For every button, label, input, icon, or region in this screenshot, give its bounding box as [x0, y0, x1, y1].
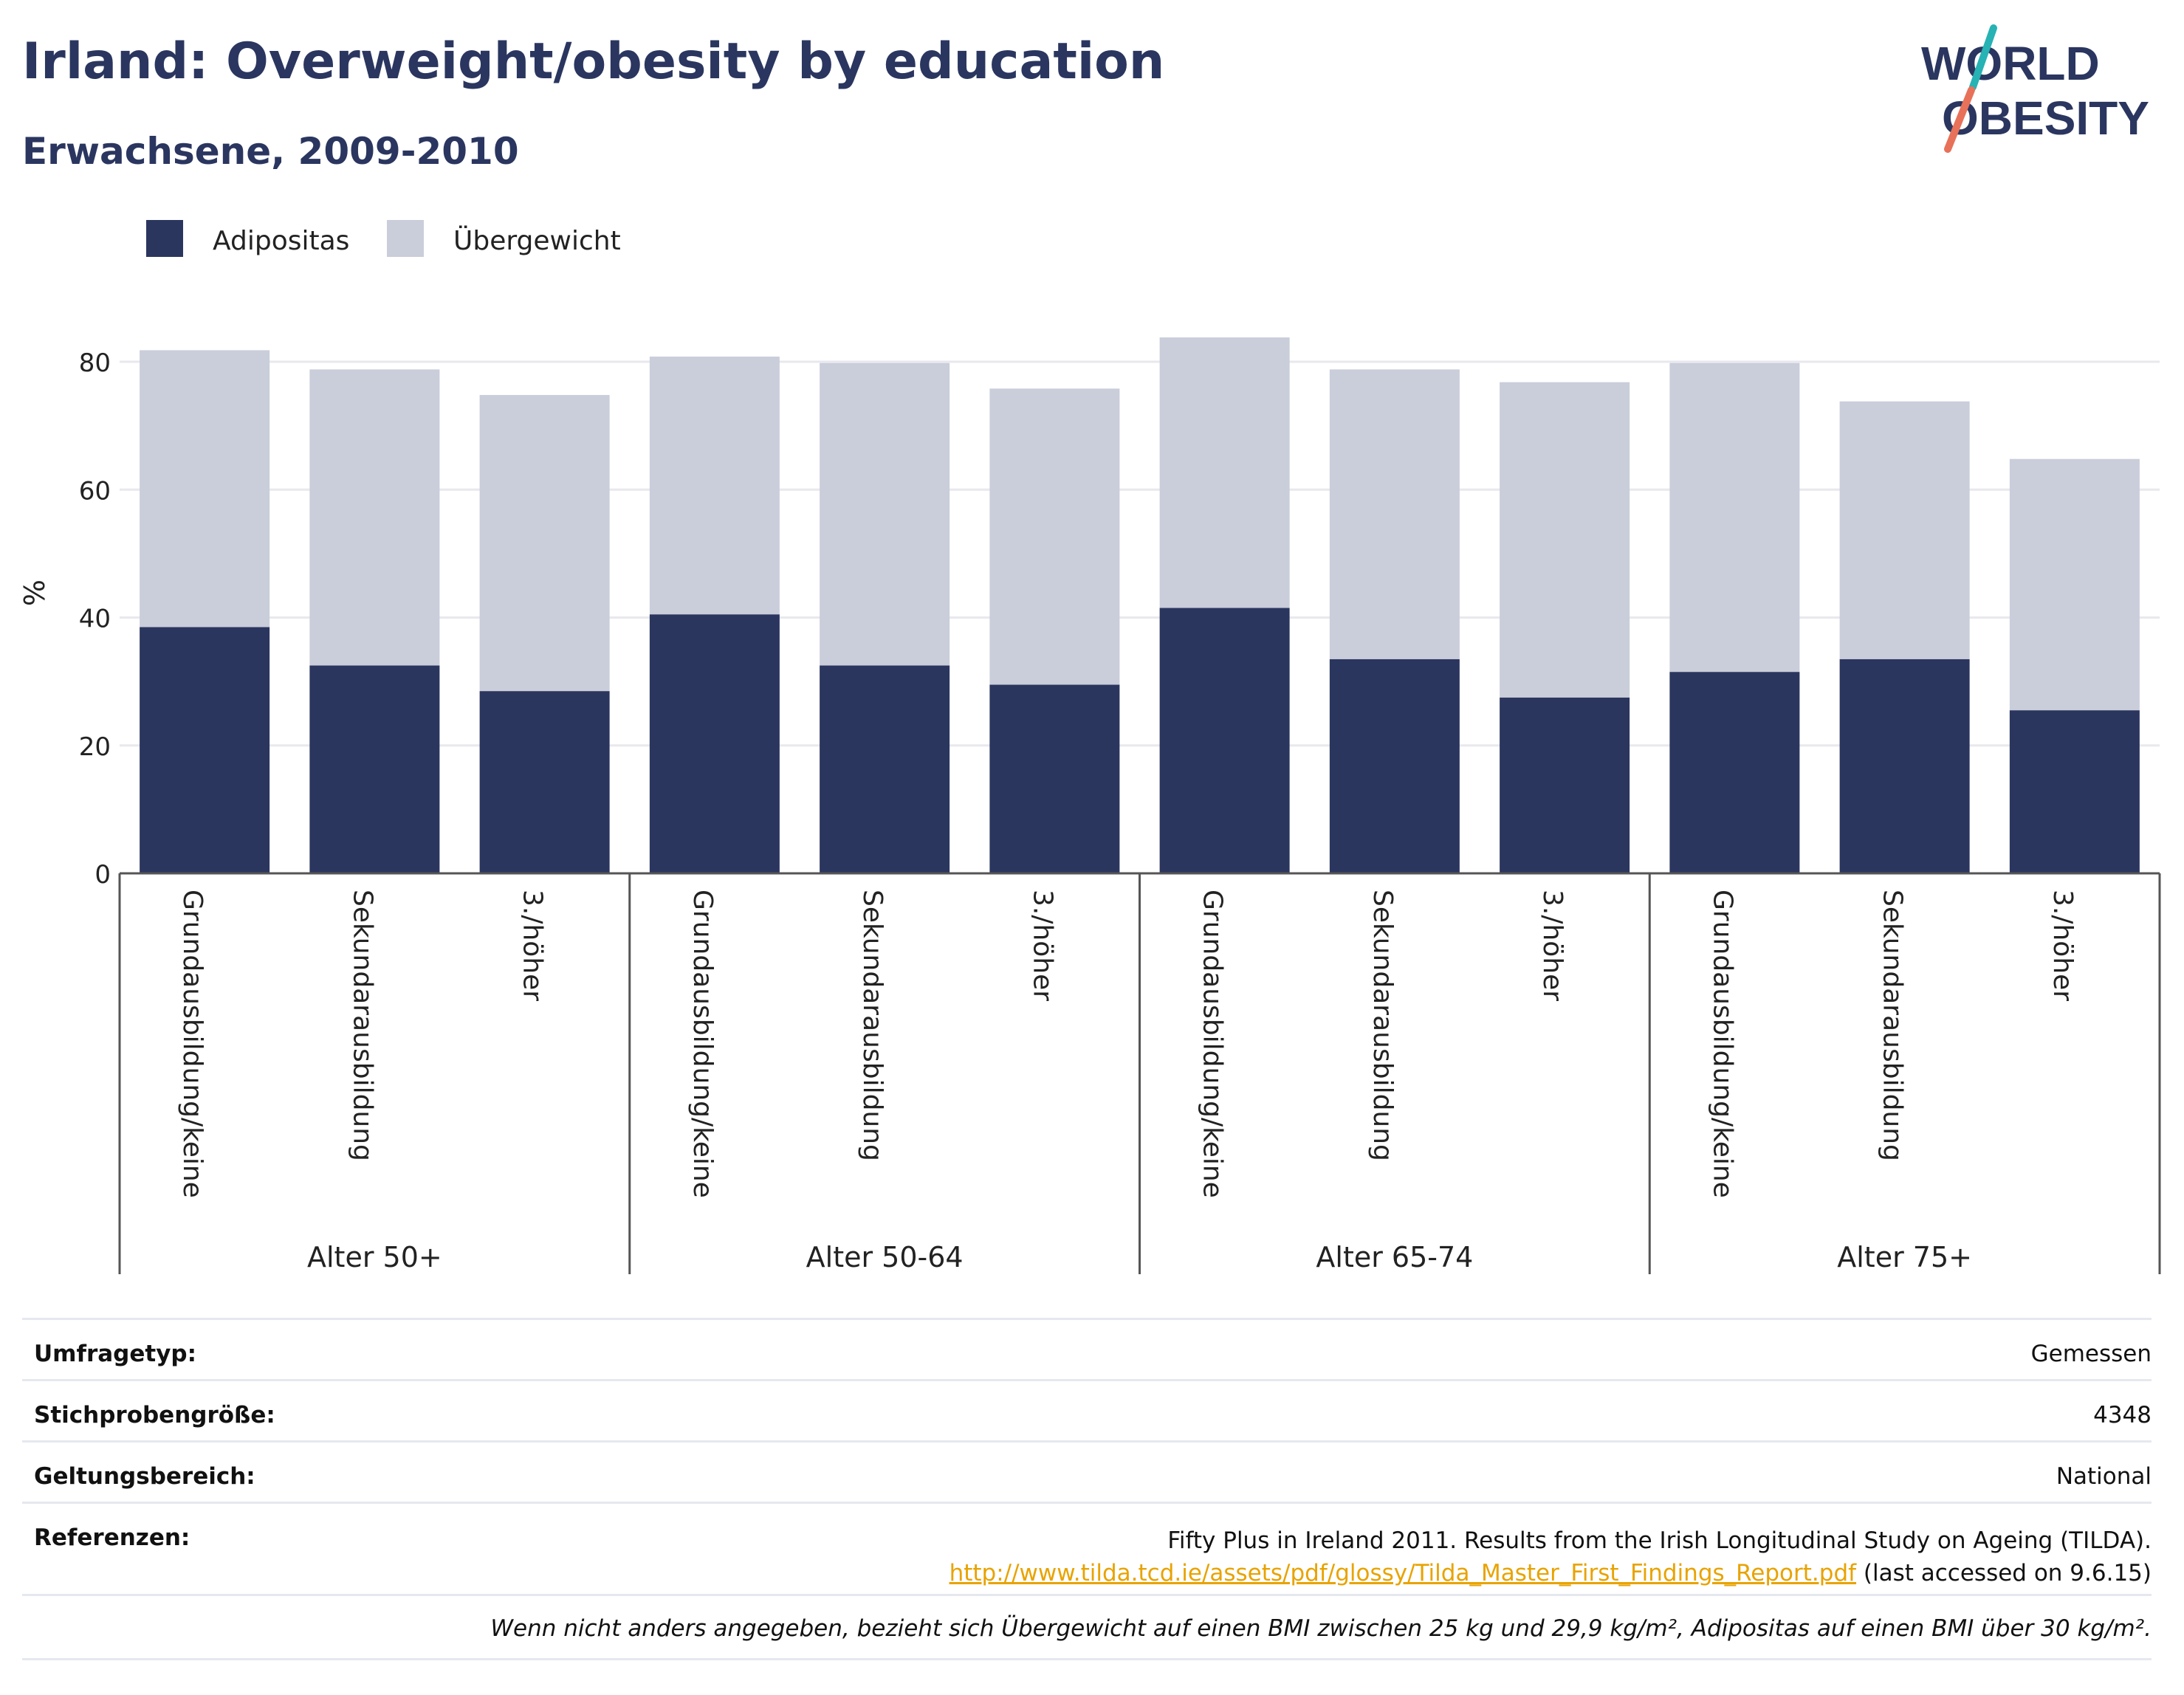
info-row-references: Referenzen: Fifty Plus in Ireland 2011. … [22, 1502, 2152, 1594]
bar-uebergewicht [1159, 337, 1290, 608]
bar-adipositas [140, 627, 270, 873]
sample-label: Stichprobengröße: [34, 1402, 275, 1428]
bar-uebergewicht [820, 362, 950, 666]
bar-adipositas [479, 691, 610, 873]
bar-uebergewicht [649, 357, 780, 615]
x-tick-label: Grundausbildung/keine [177, 890, 207, 1198]
bar-uebergewicht [140, 350, 270, 628]
legend-swatch-adipositas [146, 220, 183, 257]
y-tick-label: 20 [79, 732, 111, 762]
references-label: Referenzen: [34, 1524, 190, 1551]
y-tick-label: 0 [95, 860, 111, 890]
info-row-note: Wenn nicht anders angegeben, bezieht sic… [22, 1594, 2152, 1660]
x-tick-label: Grundausbildung/keine [687, 890, 718, 1198]
x-tick-label: Sekundarausbildung [1878, 890, 1908, 1161]
x-tick-label: Sekundarausbildung [857, 890, 887, 1161]
bar-uebergewicht [1329, 369, 1460, 659]
bar-uebergewicht [1839, 401, 1970, 659]
bar-adipositas [649, 614, 780, 873]
y-tick-label: 80 [79, 348, 111, 378]
bar-adipositas [1839, 659, 1970, 873]
reference-link[interactable]: http://www.tilda.tcd.ie/assets/pdf/gloss… [949, 1560, 1857, 1586]
survey-value: Gemessen [2030, 1341, 2152, 1367]
x-tick-label: 3./höher [1537, 890, 1567, 1001]
y-tick-label: 40 [79, 605, 111, 634]
bar-adipositas [2009, 710, 2140, 873]
bar-uebergewicht [309, 369, 440, 666]
bar-adipositas [1159, 608, 1290, 873]
group-label: Alter 65-74 [1316, 1241, 1473, 1273]
bar-uebergewicht [2009, 458, 2140, 711]
bar-adipositas [1669, 672, 1800, 873]
logo-accent-top [1969, 24, 1997, 91]
legend-label-uebergewicht: Übergewicht [453, 225, 621, 256]
group-label: Alter 75+ [1837, 1241, 1972, 1273]
group-label: Alter 50+ [307, 1241, 442, 1273]
survey-label: Umfragetyp: [34, 1341, 196, 1367]
y-axis-label: % [18, 580, 51, 606]
x-tick-label: Sekundarausbildung [347, 890, 377, 1161]
scope-value: National [2056, 1463, 2152, 1490]
definition-note: Wenn nicht anders angegeben, bezieht sic… [490, 1615, 2152, 1642]
bar-uebergewicht [1669, 362, 1800, 673]
logo-line2: OBESITY [1942, 92, 2149, 145]
reference-accessed: (last accessed on 9.6.15) [1856, 1560, 2152, 1586]
bar-uebergewicht [479, 395, 610, 692]
bar-adipositas [989, 684, 1120, 873]
x-tick-label: 3./höher [518, 890, 548, 1001]
info-row-scope: Geltungsbereich: National [22, 1440, 2152, 1502]
info-row-survey: Umfragetyp: Gemessen [22, 1318, 2152, 1379]
bar-adipositas [820, 665, 950, 873]
legend-label-adipositas: Adipositas [213, 226, 349, 256]
x-tick-label: Sekundarausbildung [1367, 890, 1398, 1161]
bar-adipositas [1500, 697, 1630, 873]
legend-swatch-uebergewicht [387, 220, 424, 257]
reference-text: Fifty Plus in Ireland 2011. Results from… [1167, 1527, 2152, 1554]
bar-uebergewicht [1500, 382, 1630, 698]
references-value: Fifty Plus in Ireland 2011. Results from… [950, 1524, 2152, 1589]
world-obesity-logo: WORLD OBESITY [1921, 24, 2149, 153]
scope-label: Geltungsbereich: [34, 1463, 255, 1490]
logo-accent-bottom [1944, 86, 1975, 153]
logo-line1: WORLD [1921, 37, 2100, 90]
info-table: Umfragetyp: Gemessen Stichprobengröße: 4… [22, 1318, 2152, 1660]
info-row-sample: Stichprobengröße: 4348 [22, 1379, 2152, 1440]
chart-subtitle: Erwachsene, 2009-2010 [22, 130, 519, 173]
bar-uebergewicht [989, 388, 1120, 685]
stacked-bar-chart: Adipositas Übergewicht 0 20 40 60 80 Grundau… [18, 220, 2161, 1274]
bar-adipositas [1329, 659, 1460, 873]
x-tick-label: Grundausbildung/keine [1198, 890, 1228, 1198]
bar-adipositas [309, 665, 440, 873]
x-tick-label: 3./höher [2047, 890, 2078, 1001]
x-tick-label: 3./höher [1027, 890, 1057, 1001]
group-label: Alter 50-64 [806, 1241, 964, 1273]
sample-value: 4348 [2093, 1402, 2152, 1428]
legend: Adipositas Übergewicht [146, 220, 621, 257]
y-tick-label: 60 [79, 476, 111, 506]
chart-title: Irland: Overweight/obesity by education [22, 32, 1165, 91]
x-tick-label: Grundausbildung/keine [1707, 890, 1737, 1198]
